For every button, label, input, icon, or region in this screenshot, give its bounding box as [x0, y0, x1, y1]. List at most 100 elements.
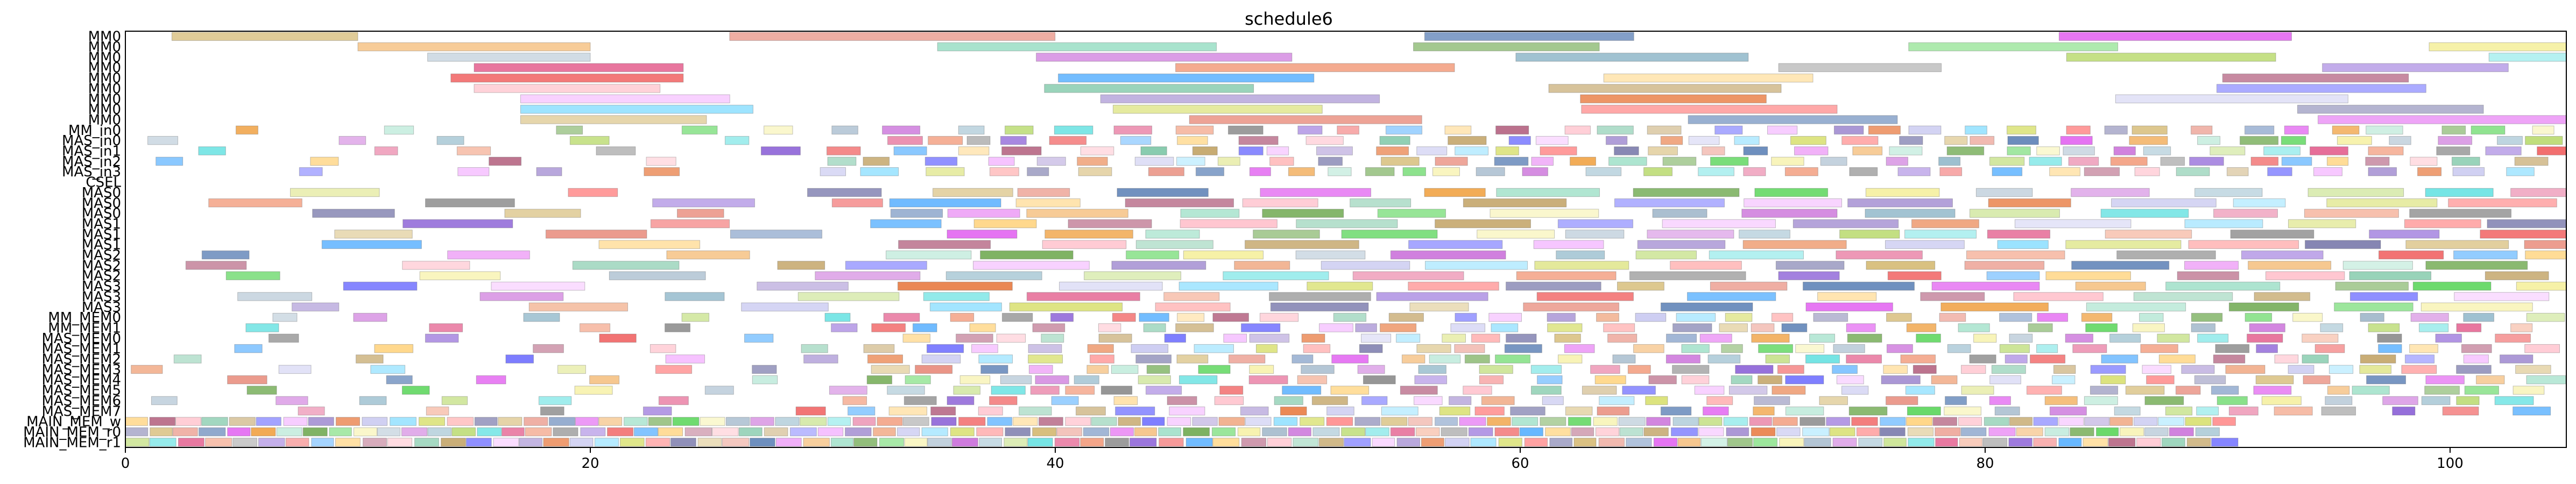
- task-bar: [988, 156, 1015, 166]
- task-bar: [1614, 146, 1639, 155]
- task-bar: [650, 344, 676, 353]
- task-bar: [1396, 438, 1421, 447]
- task-bar: [149, 417, 175, 426]
- task-bar: [386, 375, 413, 385]
- task-bar: [724, 136, 750, 145]
- task-bar: [1536, 292, 1634, 301]
- task-bar: [2049, 407, 2087, 416]
- task-bar: [893, 146, 927, 155]
- task-bar: [1341, 230, 1438, 239]
- task-bar: [374, 146, 398, 155]
- task-bar: [1476, 167, 1505, 176]
- task-bar: [2105, 230, 2192, 239]
- task-bar: [553, 427, 578, 437]
- task-bar: [2009, 417, 2033, 426]
- task-bar: [1920, 292, 1985, 301]
- task-bar: [1234, 261, 1290, 270]
- task-bar: [1581, 104, 1838, 114]
- task-bar: [2194, 375, 2226, 385]
- chart-title: schedule6: [1245, 9, 1333, 29]
- row-label: CSEL: [86, 175, 121, 191]
- row-label: MAS_in2: [62, 154, 121, 170]
- task-bar: [2191, 125, 2213, 135]
- task-bar: [1947, 344, 1971, 353]
- task-bar: [1238, 136, 1279, 145]
- task-bar: [2485, 146, 2522, 155]
- task-bar: [569, 136, 610, 145]
- task-bar: [1785, 375, 1824, 385]
- task-bar: [1078, 167, 1112, 176]
- task-bar: [1866, 261, 1936, 270]
- task-bar: [2044, 396, 2078, 405]
- task-bar: [1380, 323, 1417, 332]
- task-bar: [479, 292, 564, 301]
- task-bar: [1288, 427, 1311, 437]
- task-bar: [1958, 417, 1982, 426]
- task-bar: [234, 344, 263, 353]
- task-bar: [1145, 230, 1200, 239]
- task-bar: [1009, 302, 1123, 312]
- task-bar: [882, 125, 921, 135]
- row-label: MAS1: [82, 237, 121, 253]
- task-bar: [2454, 292, 2550, 301]
- task-bar: [927, 438, 952, 447]
- task-bar: [1212, 438, 1240, 447]
- task-bar: [523, 312, 560, 322]
- task-bar: [1880, 417, 1906, 426]
- task-bar: [2129, 136, 2168, 145]
- task-bar: [414, 438, 439, 447]
- task-bar: [1784, 167, 1818, 176]
- task-bar: [2342, 261, 2413, 270]
- task-bar: [1131, 344, 1169, 353]
- task-bar: [1145, 386, 1182, 395]
- task-bar: [1765, 354, 1790, 364]
- task-bar: [883, 312, 920, 322]
- task-bar: [1841, 386, 1869, 395]
- task-bar: [1795, 344, 1825, 353]
- task-bar: [2125, 386, 2165, 395]
- task-bar: [845, 427, 872, 437]
- task-bar: [2081, 312, 2113, 322]
- task-bar: [879, 438, 904, 447]
- x-tick-label: 40: [1046, 455, 1064, 472]
- task-bar: [1110, 427, 1134, 437]
- task-bar: [1381, 407, 1418, 416]
- task-bar: [2513, 386, 2545, 395]
- task-bar: [1700, 438, 1728, 447]
- task-bar: [2245, 312, 2272, 322]
- task-bar: [1350, 198, 1411, 208]
- row-label: MM0: [88, 39, 121, 55]
- task-bar: [2109, 417, 2133, 426]
- task-bar: [1643, 167, 1672, 176]
- task-bar: [1416, 344, 1451, 353]
- task-bar: [904, 438, 928, 447]
- task-bar: [1982, 438, 2008, 447]
- task-bar: [2245, 125, 2275, 135]
- task-bar: [1847, 198, 1953, 208]
- task-bar: [1702, 146, 1725, 155]
- task-bar: [1495, 125, 1529, 135]
- plot-frame: [125, 31, 2567, 448]
- task-bar: [2524, 240, 2567, 249]
- task-bar: [2488, 53, 2567, 62]
- task-bar: [1710, 281, 1788, 291]
- task-bar: [2382, 396, 2418, 405]
- task-bar: [937, 42, 1217, 52]
- task-bar: [1865, 188, 1940, 197]
- task-bar: [1904, 230, 1977, 239]
- task-bar: [2104, 125, 2128, 135]
- task-bar: [536, 167, 562, 176]
- task-bar: [2033, 417, 2058, 426]
- task-bar: [648, 417, 672, 426]
- task-bar: [1180, 219, 1278, 229]
- task-bar: [2288, 365, 2314, 374]
- row-label: MAIN_MEM_r0: [23, 424, 121, 440]
- task-bar: [1455, 312, 1477, 322]
- task-bar: [1241, 438, 1267, 447]
- task-bar: [2028, 323, 2053, 332]
- task-bar: [945, 271, 1042, 280]
- task-bar: [1042, 240, 1127, 249]
- row-label: MM0: [88, 49, 121, 66]
- task-bar: [451, 427, 476, 437]
- task-bar: [1111, 261, 1206, 270]
